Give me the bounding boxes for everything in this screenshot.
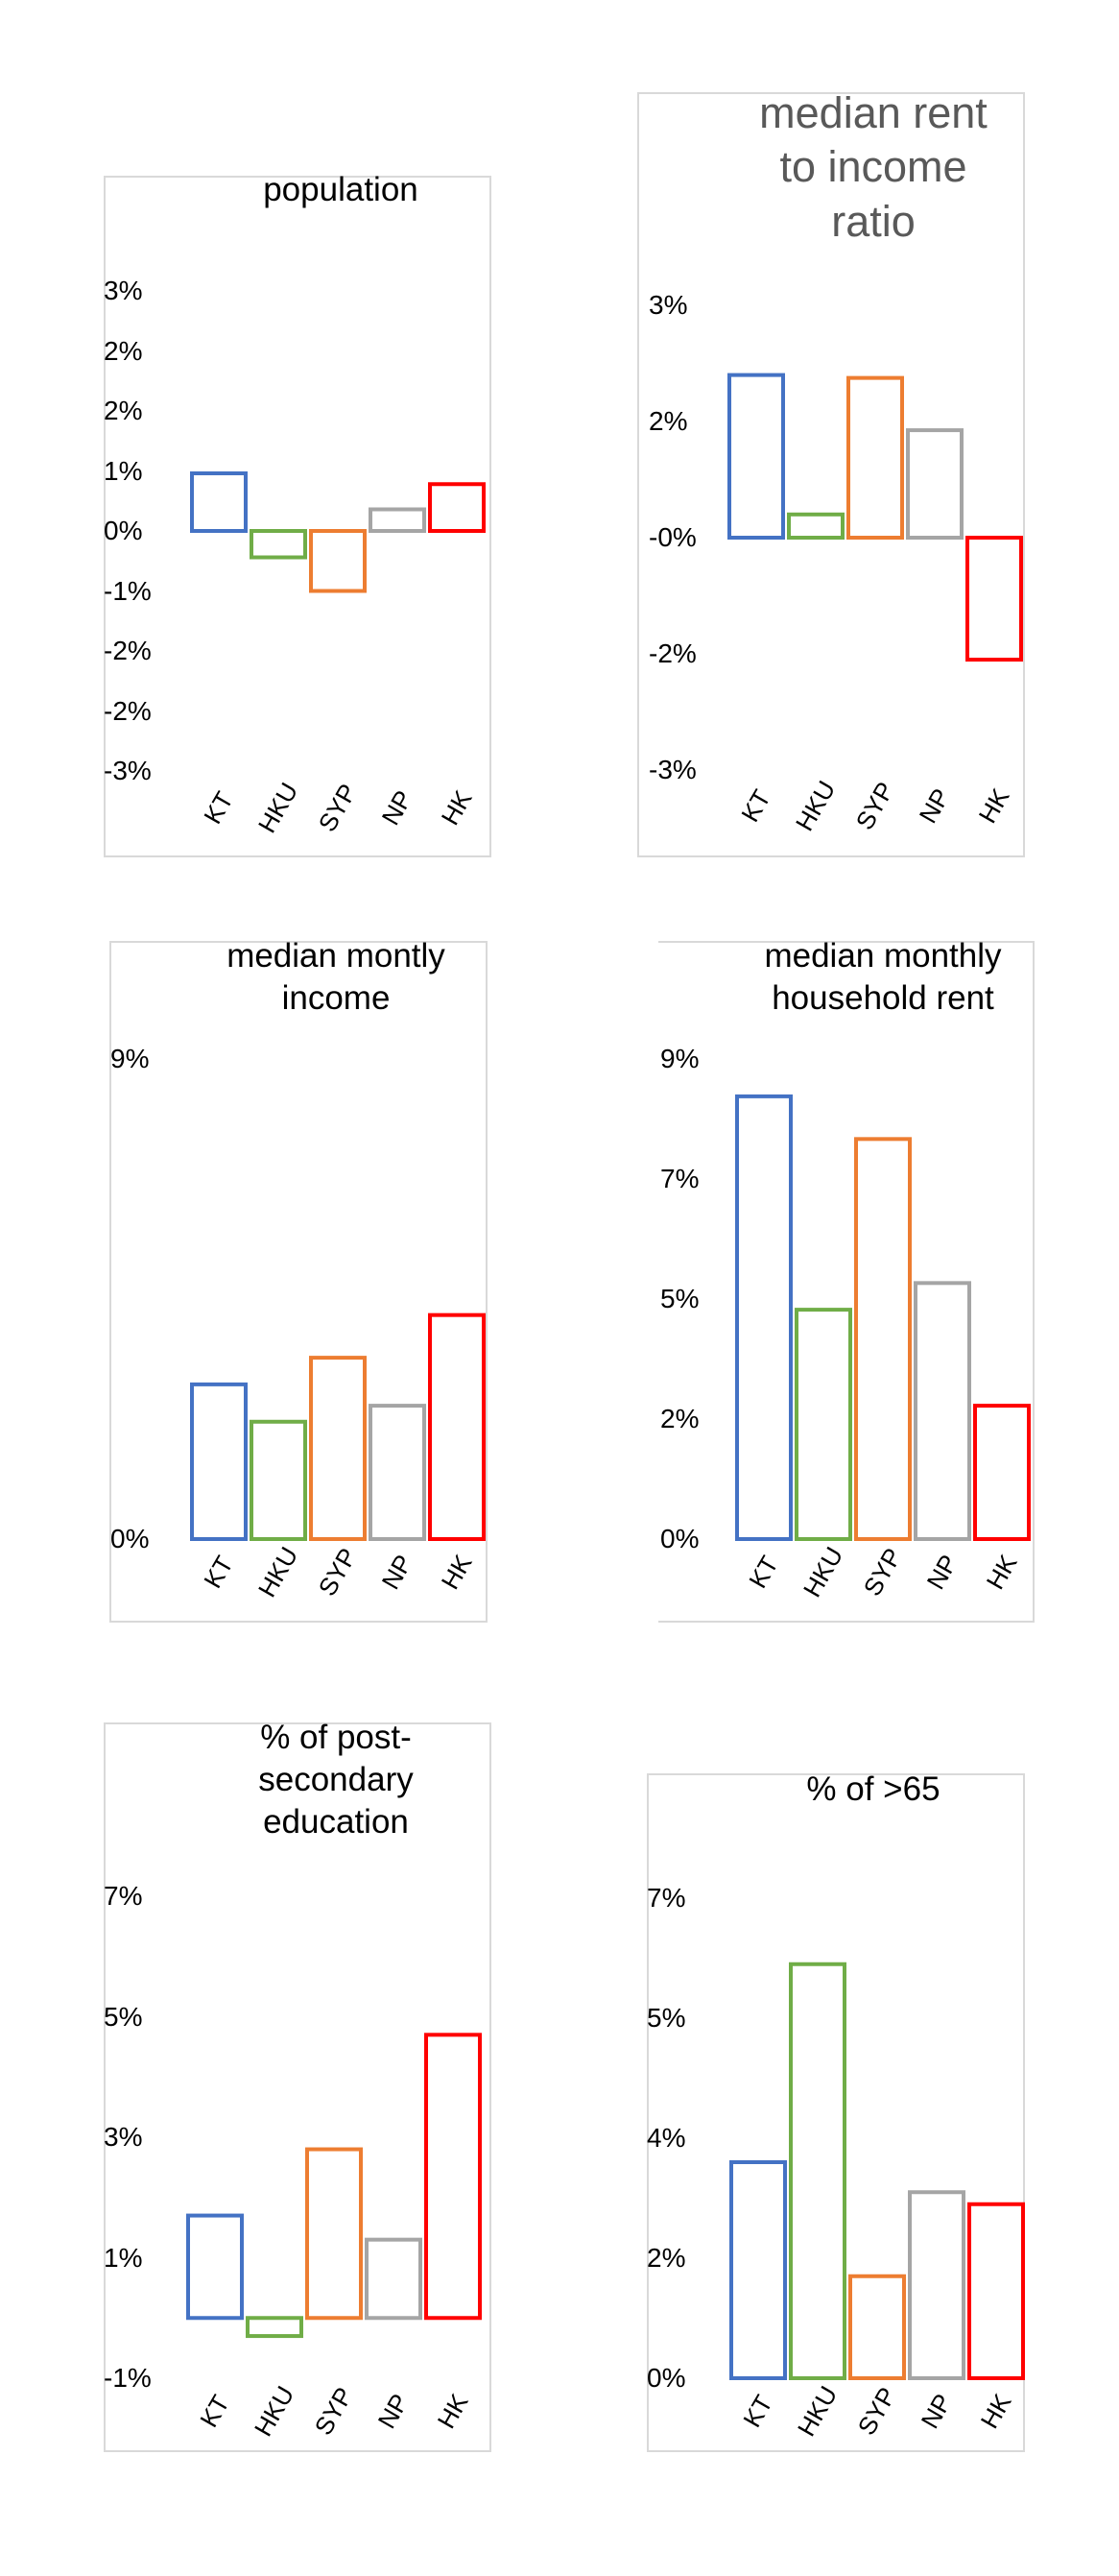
y-tick-label: -3% xyxy=(649,755,697,784)
y-tick-label: 1% xyxy=(104,456,143,486)
y-tick-label: 5% xyxy=(660,1284,700,1313)
y-tick-label: -2% xyxy=(649,638,697,668)
y-tick-label: 0% xyxy=(660,1524,700,1553)
chart-title: % of >65 xyxy=(806,1770,940,1808)
y-tick-label: -2% xyxy=(104,696,152,726)
chart-panel-population xyxy=(104,176,491,857)
y-tick-label: 2% xyxy=(647,2243,686,2273)
y-tick-label: 7% xyxy=(647,1883,686,1913)
y-tick-label: -1% xyxy=(104,2363,152,2393)
chart-panel-over-65 xyxy=(647,1773,1025,2452)
chart-title: median rent to income ratio xyxy=(759,88,988,246)
y-tick-label: 5% xyxy=(647,2003,686,2033)
y-tick-label: 9% xyxy=(110,1044,150,1073)
chart-title: % of post-secondary education xyxy=(258,1719,414,1841)
y-tick-label: 0% xyxy=(104,516,143,545)
chart-title: median montly income xyxy=(226,937,445,1017)
y-tick-label: 2% xyxy=(660,1404,700,1433)
chart-title: population xyxy=(263,171,418,208)
y-tick-label: 4% xyxy=(647,2123,686,2153)
y-tick-label: 3% xyxy=(104,276,143,305)
y-tick-label: 5% xyxy=(104,2002,143,2032)
y-tick-label: 7% xyxy=(104,1881,143,1911)
y-tick-label: 9% xyxy=(660,1044,700,1073)
y-tick-label: 3% xyxy=(649,290,688,320)
y-tick-label: -3% xyxy=(104,756,152,785)
chart-title: median monthly household rent xyxy=(764,937,1002,1017)
y-tick-label: 2% xyxy=(104,396,143,425)
y-tick-label: 0% xyxy=(647,2363,686,2393)
y-tick-label: 3% xyxy=(104,2122,143,2152)
y-tick-label: 7% xyxy=(660,1164,700,1193)
y-tick-label: 1% xyxy=(104,2243,143,2273)
y-tick-label: -0% xyxy=(649,522,697,552)
y-tick-label: 2% xyxy=(649,406,688,436)
y-tick-label: 2% xyxy=(104,336,143,366)
y-tick-label: -1% xyxy=(104,576,152,606)
y-tick-label: 0% xyxy=(110,1524,150,1553)
y-tick-label: -2% xyxy=(104,636,152,665)
